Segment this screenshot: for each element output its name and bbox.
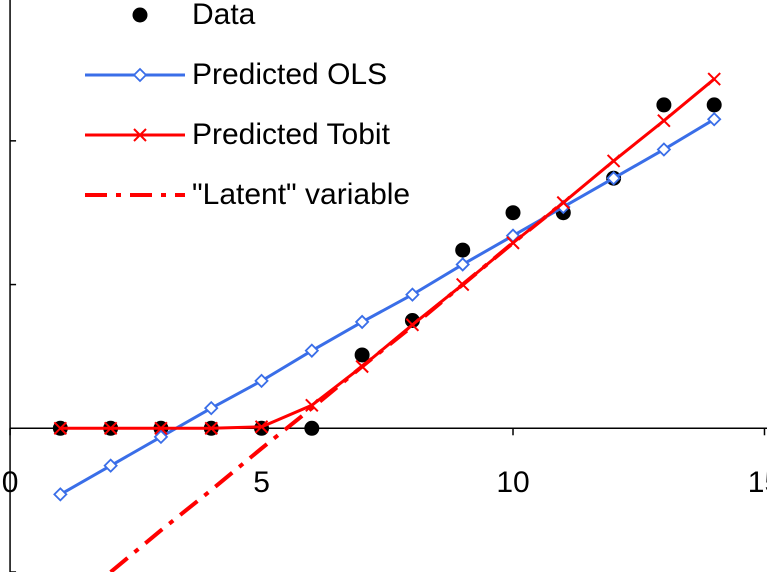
data-point xyxy=(53,487,68,502)
data-point xyxy=(103,421,118,435)
data-point xyxy=(656,142,672,157)
data-point xyxy=(606,170,621,186)
series-line xyxy=(109,201,565,572)
data-point xyxy=(505,205,521,221)
data-point xyxy=(455,257,470,272)
series xyxy=(53,72,721,435)
series xyxy=(53,112,722,502)
data-point xyxy=(706,112,722,127)
data-point xyxy=(405,287,420,302)
data-point xyxy=(404,312,420,328)
data-point xyxy=(153,429,169,445)
data-point xyxy=(656,97,672,113)
data-point xyxy=(707,72,721,86)
data-point xyxy=(657,114,671,128)
series-line xyxy=(59,117,715,496)
series-line xyxy=(60,77,716,430)
legend-marker xyxy=(132,7,148,23)
data-point xyxy=(556,195,571,210)
data-point xyxy=(706,97,722,113)
x-tick-label: 15 xyxy=(748,466,767,499)
legend-label: Predicted Tobit xyxy=(192,118,391,151)
data-point xyxy=(355,359,369,374)
legend-label: "Latent" variable xyxy=(192,178,410,211)
data-point xyxy=(354,347,370,363)
data-point xyxy=(254,373,269,389)
data-point xyxy=(354,314,370,330)
legend-label: Predicted OLS xyxy=(192,58,387,91)
data-point xyxy=(456,277,470,292)
data-point xyxy=(154,421,168,435)
data-point xyxy=(304,343,320,358)
data-point xyxy=(254,420,269,434)
legend-marker xyxy=(133,128,147,142)
legend-marker xyxy=(132,67,148,83)
series xyxy=(109,201,565,572)
data-point xyxy=(506,236,520,250)
x-tick-label: 10 xyxy=(496,466,529,499)
data-point xyxy=(455,242,471,258)
legend-label: Data xyxy=(192,0,256,31)
data-point xyxy=(204,421,218,435)
data-point xyxy=(304,420,320,436)
x-tick-label: 0 xyxy=(2,466,19,499)
data-point xyxy=(606,154,621,168)
data-point xyxy=(405,318,420,332)
data-point xyxy=(53,421,68,435)
data-point xyxy=(203,400,219,416)
x-tick-label: 5 xyxy=(253,466,270,499)
data-point xyxy=(103,458,118,473)
data-point xyxy=(305,398,319,412)
